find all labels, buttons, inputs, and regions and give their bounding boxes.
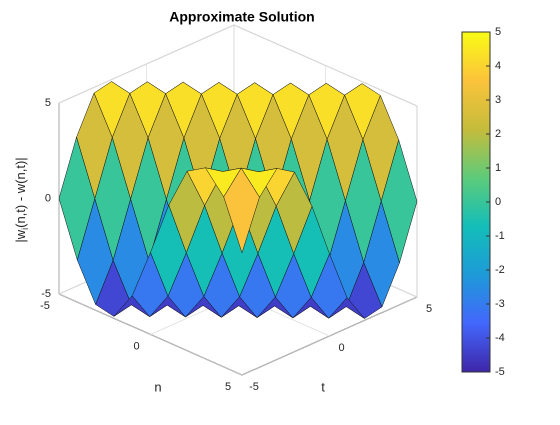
y-tick-label: 0	[338, 342, 344, 354]
colorbar-tick-label: 4	[495, 60, 501, 72]
z-tick-label: 5	[45, 97, 51, 109]
x-tick-label: 0	[133, 340, 139, 352]
x-tick-label: -5	[40, 300, 50, 312]
y-tick-label: 5	[426, 303, 432, 315]
z-tick-label: -5	[41, 288, 51, 300]
colorbar-tick-label: -2	[495, 264, 505, 276]
grid-line	[58, 293, 243, 376]
colorbar-tick-label: 5	[495, 26, 501, 38]
z-axis-label: |wi(n,t) - w(n,t)|	[13, 157, 30, 242]
y-axis-label: t	[321, 379, 325, 394]
chart-title: Approximate Solution	[169, 9, 314, 25]
surface-patch	[223, 167, 260, 254]
colorbar-tick-label: 1	[495, 162, 501, 174]
x-axis-label: n	[154, 379, 161, 394]
colorbar	[461, 31, 491, 373]
colorbar-tick-label: -5	[495, 366, 505, 378]
colorbar-tick-label: 0	[495, 196, 501, 208]
z-tick-label: 0	[45, 192, 51, 204]
colorbar-tick-label: -3	[495, 298, 505, 310]
colorbar-tick-label: -4	[495, 332, 505, 344]
x-tick-label: 5	[225, 381, 231, 393]
colorbar-tick-label: 2	[495, 128, 501, 140]
colorbar-tick-label: -1	[495, 230, 505, 242]
colorbar-tick-label: 3	[495, 94, 501, 106]
y-tick-label: -5	[249, 381, 259, 393]
